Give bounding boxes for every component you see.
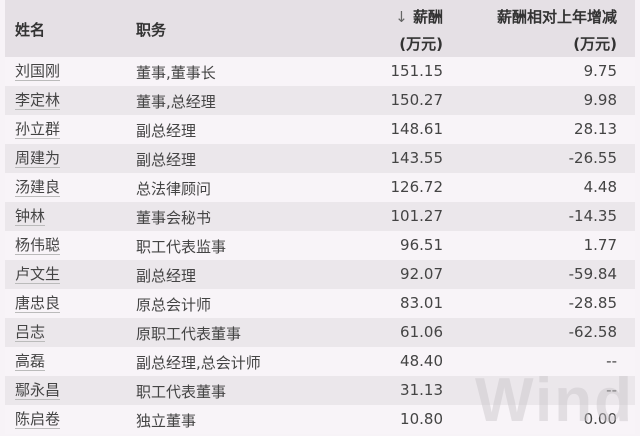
salary-cell: 10.80 — [400, 410, 443, 428]
header-change[interactable]: 薪酬相对上年增减 — [496, 8, 617, 26]
change-cell: 4.48 — [583, 178, 617, 196]
person-name-link[interactable]: 陈启卷 — [15, 410, 61, 429]
change-cell: -14.35 — [568, 207, 617, 225]
person-name-link[interactable]: 唐忠良 — [15, 294, 61, 313]
table-row: 汤建良 总法律顾问 126.72 4.48 — [5, 173, 635, 202]
position-cell: 董事,总经理 — [136, 93, 216, 111]
header-change-unit: (万元) — [573, 35, 617, 53]
position-cell: 原职工代表董事 — [136, 325, 242, 343]
table-row: 卢文生 副总经理 92.07 -59.84 — [5, 260, 635, 289]
position-cell: 原总会计师 — [136, 296, 212, 314]
position-cell: 董事会秘书 — [136, 209, 212, 227]
salary-cell: 143.55 — [390, 149, 444, 167]
person-name-link[interactable]: 刘国刚 — [15, 62, 61, 81]
table-row: 唐忠良 原总会计师 83.01 -28.85 — [5, 289, 635, 318]
salary-cell: 96.51 — [400, 236, 443, 254]
table-row: 李定林 董事,总经理 150.27 9.98 — [5, 86, 635, 115]
table-row: 鄢永昌 职工代表董事 31.13 -- — [5, 376, 635, 405]
position-cell: 总法律顾问 — [136, 180, 212, 198]
person-name-link[interactable]: 高磊 — [15, 352, 46, 371]
header-position[interactable]: 职务 — [136, 21, 167, 39]
position-cell: 副总经理,总会计师 — [136, 354, 261, 372]
change-cell: 9.75 — [583, 62, 617, 80]
change-cell: 28.13 — [574, 120, 617, 138]
table-row: 周建为 副总经理 143.55 -26.55 — [5, 144, 635, 173]
change-cell: -59.84 — [568, 265, 617, 283]
change-cell: 9.98 — [583, 91, 617, 109]
salary-cell: 61.06 — [400, 323, 443, 341]
salary-cell: 148.61 — [390, 120, 444, 138]
table-row: 陈启卷 独立董事 10.80 0.00 — [5, 405, 635, 434]
position-cell: 副总经理 — [136, 267, 197, 285]
person-name-link[interactable]: 卢文生 — [15, 265, 61, 284]
person-name-link[interactable]: 鄢永昌 — [15, 381, 61, 400]
position-cell: 独立董事 — [136, 412, 197, 430]
person-name-link[interactable]: 孙立群 — [15, 120, 61, 139]
table-row: 高磊 副总经理,总会计师 48.40 -- — [5, 347, 635, 376]
person-name-link[interactable]: 吕志 — [15, 323, 46, 342]
salary-cell: 101.27 — [390, 207, 444, 225]
salary-cell: 151.15 — [390, 62, 444, 80]
person-name-link[interactable]: 周建为 — [15, 149, 61, 168]
salary-table: 姓名 职务 ↓ 薪酬 (万元) 薪酬相对上年增减 (万元) 刘国刚 董事,董事长 1… — [5, 0, 635, 434]
change-cell: -28.85 — [568, 294, 617, 312]
salary-cell: 83.01 — [400, 294, 443, 312]
table-header: 姓名 职务 ↓ 薪酬 (万元) 薪酬相对上年增减 (万元) — [5, 0, 635, 57]
table-row: 刘国刚 董事,董事长 151.15 9.75 — [5, 57, 635, 86]
person-name-link[interactable]: 钟林 — [15, 207, 46, 226]
change-cell: 0.00 — [583, 410, 617, 428]
salary-cell: 150.27 — [390, 91, 444, 109]
table-row: 吕志 原职工代表董事 61.06 -62.58 — [5, 318, 635, 347]
table-row: 钟林 董事会秘书 101.27 -14.35 — [5, 202, 635, 231]
change-cell: -- — [606, 381, 617, 399]
header-name[interactable]: 姓名 — [15, 21, 46, 39]
wind-watermark-logo: Wind — [475, 366, 634, 435]
table-row: 孙立群 副总经理 148.61 28.13 — [5, 115, 635, 144]
person-name-link[interactable]: 杨伟聪 — [15, 236, 61, 255]
salary-cell: 92.07 — [400, 265, 443, 283]
change-cell: -- — [606, 352, 617, 370]
position-cell: 职工代表董事 — [136, 383, 227, 401]
sort-desc-icon: ↓ — [395, 8, 408, 26]
position-cell: 副总经理 — [136, 122, 197, 140]
position-cell: 副总经理 — [136, 151, 197, 169]
table-row: 杨伟聪 职工代表监事 96.51 1.77 — [5, 231, 635, 260]
salary-cell: 126.72 — [390, 178, 444, 196]
salary-cell: 31.13 — [400, 381, 443, 399]
header-salary[interactable]: ↓ 薪酬 — [395, 8, 443, 26]
header-salary-unit: (万元) — [399, 35, 443, 53]
change-cell: -26.55 — [568, 149, 617, 167]
position-cell: 职工代表监事 — [136, 238, 227, 256]
person-name-link[interactable]: 李定林 — [15, 91, 61, 110]
position-cell: 董事,董事长 — [136, 64, 216, 82]
change-cell: 1.77 — [583, 236, 617, 254]
person-name-link[interactable]: 汤建良 — [15, 178, 61, 197]
change-cell: -62.58 — [568, 323, 617, 341]
salary-cell: 48.40 — [400, 352, 443, 370]
